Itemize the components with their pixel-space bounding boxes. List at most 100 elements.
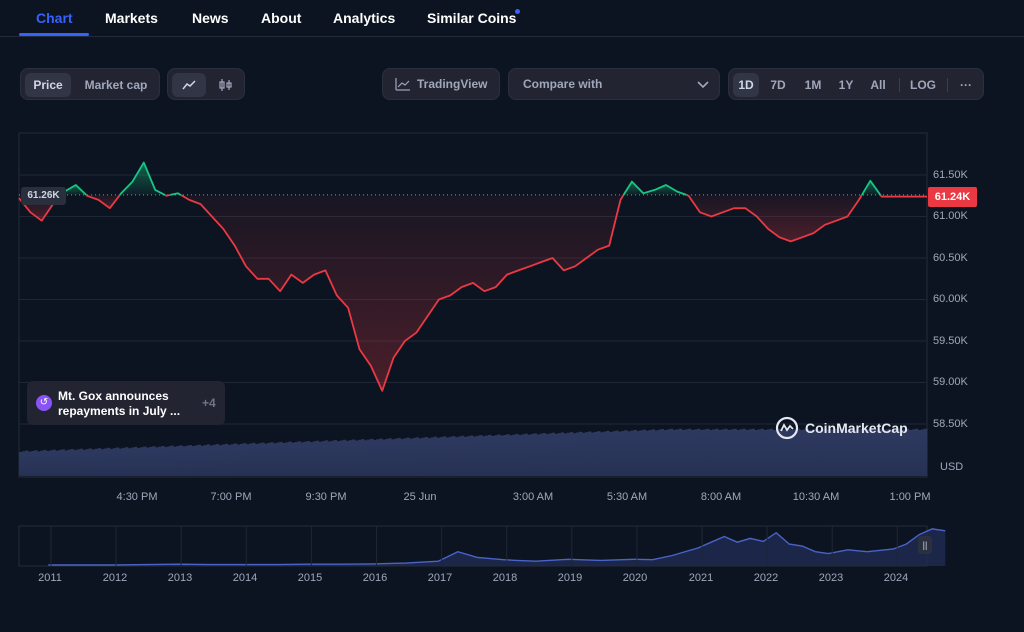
volume-bar [572, 433, 577, 476]
volume-bar [724, 428, 728, 476]
volume-bar [884, 429, 889, 476]
volume-bar [911, 429, 916, 476]
volume-bar [106, 447, 111, 476]
volume-bar [654, 430, 659, 476]
x-tick: 7:00 PM [210, 491, 252, 503]
tab-chart[interactable]: Chart [36, 10, 73, 26]
volume-bar [364, 440, 368, 476]
volume-bar [766, 429, 771, 476]
range-7d[interactable]: 7D [770, 78, 786, 92]
volume-bar [321, 441, 326, 476]
volume-bar [118, 448, 123, 476]
range-all[interactable]: All [870, 78, 886, 92]
market-cap-button[interactable]: Market cap [84, 78, 148, 92]
volume-bar [636, 431, 640, 476]
volume-bar [554, 433, 559, 476]
volume-bar [851, 428, 855, 476]
volume-bar [427, 438, 432, 476]
gain-area [623, 181, 687, 195]
volume-bar [409, 438, 413, 476]
volume-bar [418, 438, 422, 476]
volume-bar [73, 450, 77, 476]
volume-bar [473, 436, 477, 476]
volume-bar [690, 430, 695, 476]
tab-markets[interactable]: Markets [105, 10, 158, 26]
volume-bar [70, 449, 74, 476]
compare-label: Compare with [523, 77, 603, 91]
event-count-badge[interactable]: +4 [202, 396, 216, 410]
volume-bar [575, 432, 580, 476]
volume-bar [609, 431, 613, 476]
volume-bar [264, 443, 268, 476]
line-chart-button[interactable] [172, 73, 206, 97]
log-toggle[interactable]: LOG [910, 78, 936, 92]
volume-bar [763, 430, 767, 476]
volume-bar [282, 443, 286, 476]
tab-analytics[interactable]: Analytics [333, 10, 396, 26]
y-tick: 61.00K [933, 210, 968, 222]
volume-bar [781, 430, 786, 476]
loss-line-segment [180, 194, 625, 392]
tab-about[interactable]: About [261, 10, 302, 26]
volume-bar [61, 449, 65, 476]
volume-bar [512, 434, 516, 476]
news-event-marker[interactable]: ↺ Mt. Gox announces repayments in July .… [27, 381, 225, 425]
range-1d[interactable]: 1D [733, 73, 759, 97]
volume-bar [445, 437, 450, 476]
coinmarketcap-logo-icon [775, 416, 799, 440]
navigator-handle[interactable]: || [918, 536, 932, 554]
gain-area [61, 185, 87, 195]
volume-bar [721, 429, 725, 476]
volume-bar [115, 447, 120, 476]
history-icon: ↺ [36, 395, 52, 411]
volume-bar [600, 432, 604, 476]
candlestick-button[interactable] [208, 73, 242, 97]
range-1m[interactable]: 1M [804, 78, 822, 92]
volume-bar [457, 436, 462, 476]
volume-bar [624, 430, 628, 476]
volume-bar [37, 451, 41, 476]
volume-bar [875, 429, 879, 476]
volume-bar [597, 431, 601, 476]
volume-bar [566, 432, 571, 476]
tradingview-button[interactable]: TradingView [382, 68, 500, 100]
volume-bar [594, 431, 598, 476]
volume-bar [373, 439, 377, 476]
volume-bar [615, 430, 619, 476]
volume-bar [733, 428, 737, 476]
volume-bar [52, 449, 56, 476]
volume-bars [19, 428, 928, 476]
volume-bar [548, 433, 553, 476]
x-tick: 4:30 PM [116, 491, 158, 503]
tab-bar: Chart Markets News About Analytics Simil… [0, 0, 1024, 37]
volume-bar [681, 430, 686, 476]
navigator-tick: 2012 [102, 572, 128, 584]
y-tick: 61.50K [933, 169, 968, 181]
volume-bar [878, 428, 882, 476]
volume-bar [339, 440, 344, 476]
volume-bar [351, 439, 356, 476]
range-1y[interactable]: 1Y [838, 78, 854, 92]
volume-bar [808, 430, 813, 476]
volume-bar [739, 429, 743, 476]
y-unit-label: USD [940, 461, 964, 473]
volume-bar [902, 429, 907, 476]
volume-bar [348, 440, 353, 476]
volume-bar [536, 434, 540, 476]
gain-area [861, 180, 881, 195]
volume-bar [221, 444, 226, 476]
more-options-button[interactable]: ··· [960, 78, 972, 92]
navigator-tick: 2019 [557, 572, 583, 584]
price-button[interactable]: Price [25, 73, 71, 97]
compare-dropdown[interactable]: Compare with [508, 68, 720, 100]
volume-bar [799, 430, 804, 476]
volume-bar [161, 445, 165, 476]
volume-bar [827, 430, 831, 476]
volume-bar [588, 431, 592, 476]
tab-news[interactable]: News [192, 10, 229, 26]
volume-bar [769, 428, 774, 476]
volume-bar [833, 428, 837, 476]
volume-bar [727, 430, 731, 476]
tab-similar-coins[interactable]: Similar Coins [427, 10, 517, 26]
